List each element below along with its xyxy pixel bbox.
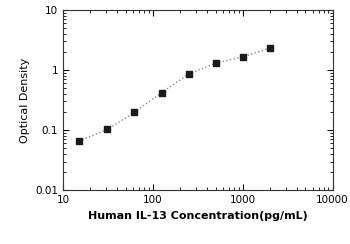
Y-axis label: Optical Density: Optical Density <box>20 57 30 143</box>
X-axis label: Human IL-13 Concentration(pg/mL): Human IL-13 Concentration(pg/mL) <box>88 211 308 221</box>
